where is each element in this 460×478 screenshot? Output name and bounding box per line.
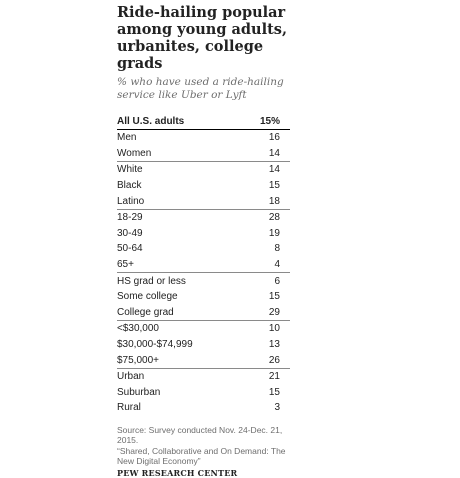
row-value: 21 (240, 367, 290, 385)
row-value: 15 (268, 180, 280, 192)
row-value: 14 (240, 161, 290, 178)
table-row: Urban 21 (117, 367, 290, 385)
row-value: 10 (240, 320, 290, 337)
table-row: Rural 3 (117, 400, 290, 416)
row-label: Suburban (117, 386, 161, 398)
row-value: 15 (268, 386, 280, 398)
org-credit: PEW RESEARCH CENTER (117, 468, 238, 478)
row-label: Black (117, 180, 142, 192)
row-label: White (117, 161, 241, 178)
row-value: 16 (268, 132, 280, 144)
row-label: $75,000+ (117, 354, 159, 366)
table-row: White 14 (117, 161, 290, 178)
table-row: 50-64 8 (117, 241, 290, 257)
source-note: Source: Survey conducted Nov. 24-Dec. 21… (117, 425, 292, 467)
chart-title: Ride-hailing popular among young adults,… (117, 4, 287, 72)
table-row: College grad 29 (117, 305, 290, 321)
table-row: Women 14 (117, 146, 290, 162)
table-row: 30-49 19 (117, 226, 290, 242)
row-value: 14 (268, 147, 280, 159)
table-row: <$30,000 10 (117, 320, 290, 337)
row-label: <$30,000 (117, 320, 241, 337)
table-row: 18-29 28 (117, 208, 290, 226)
table-row: Men 16 (117, 130, 290, 146)
table-row: Latino 18 (117, 193, 290, 209)
table-row: HS grad or less 6 (117, 272, 290, 289)
data-table: All U.S. adults 15% Men 16 Women 14 White 14 B… (117, 114, 290, 416)
row-value: 4 (274, 259, 280, 271)
row-value: 18 (268, 195, 280, 207)
table-row: $75,000+ 26 (117, 352, 290, 368)
row-value: 3 (274, 402, 280, 414)
table-row: Some college 15 (117, 289, 290, 305)
row-label: Latino (117, 195, 145, 207)
row-label: 65+ (117, 259, 134, 271)
table-row: 65+ 4 (117, 257, 290, 273)
chart-container: Ride-hailing popular among young adults,… (117, 4, 292, 478)
row-label: HS grad or less (117, 272, 241, 289)
row-label: College grad (117, 306, 174, 318)
row-label: Women (117, 147, 152, 159)
table-row: Black 15 (117, 178, 290, 194)
row-label: $30,000-$74,999 (117, 339, 193, 351)
source-line-2: “Shared, Collaborative and On Demand: Th… (117, 445, 286, 466)
source-line-1: Source: Survey conducted Nov. 24-Dec. 21… (117, 424, 283, 446)
chart-subtitle: % who have used a ride-hailing service l… (117, 76, 284, 101)
row-value: 19 (268, 227, 280, 239)
header-label: All U.S. adults (117, 114, 241, 130)
table-row: $30,000-$74,999 13 (117, 337, 290, 353)
row-value: 8 (274, 243, 280, 255)
row-label: Men (117, 132, 137, 144)
row-value: 13 (268, 339, 280, 351)
table-header-row: All U.S. adults 15% (117, 114, 290, 130)
row-label: Rural (117, 402, 141, 414)
table-body: All U.S. adults 15% Men 16 Women 14 White 14 B… (117, 114, 290, 416)
row-value: 28 (240, 208, 290, 226)
row-label: 50-64 (117, 243, 143, 255)
row-value: 29 (268, 306, 280, 318)
row-value: 15 (268, 291, 280, 303)
row-label: 18-29 (117, 208, 241, 226)
row-value: 6 (240, 272, 290, 289)
header-value: 15% (240, 114, 290, 130)
row-value: 26 (268, 354, 280, 366)
row-label: Some college (117, 291, 178, 303)
row-label: 30-49 (117, 227, 143, 239)
row-label: Urban (117, 367, 241, 385)
table-row: Suburban 15 (117, 385, 290, 401)
